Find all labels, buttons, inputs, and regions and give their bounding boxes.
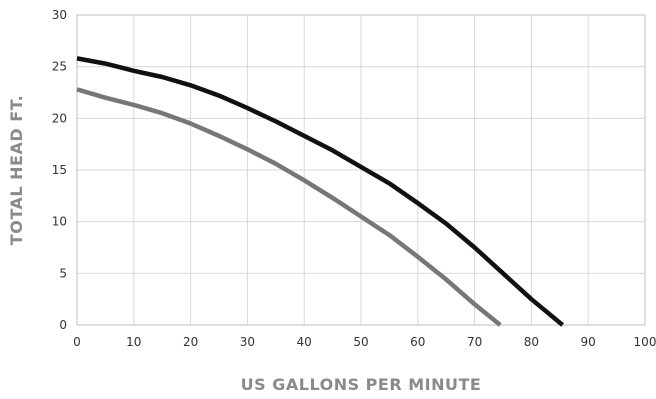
y-tick-label: 10 [52,215,67,229]
series-line-2 [76,87,502,327]
y-tick-label: 15 [52,163,67,177]
x-tick-label: 40 [297,335,312,349]
y-tick-label: 20 [52,111,67,125]
y-tick-label: 25 [52,60,67,74]
y-axis-ticks: 0 5 10 15 20 25 30 [52,8,67,332]
x-tick-label: 100 [634,335,656,349]
x-tick-label: 70 [467,335,482,349]
x-tick-label: 90 [581,335,596,349]
x-tick-label: 60 [410,335,425,349]
x-tick-label: 30 [240,335,255,349]
x-tick-label: 10 [126,335,141,349]
series-line-1 [76,56,565,327]
series-lines [76,56,565,327]
x-axis-title: US GALLONS PER MINUTE [241,375,482,394]
x-tick-label: 50 [353,335,368,349]
grid-lines [77,15,645,325]
y-tick-label: 30 [52,8,67,22]
x-tick-label: 20 [183,335,198,349]
plot-frame [76,14,646,326]
y-axis-title: TOTAL HEAD FT. [7,95,26,245]
y-tick-label: 5 [59,266,67,280]
y-tick-label: 0 [59,318,67,332]
x-axis-ticks: 0 10 20 30 40 50 60 70 80 90 100 [73,335,656,349]
x-tick-label: 80 [524,335,539,349]
x-tick-label: 0 [73,335,81,349]
